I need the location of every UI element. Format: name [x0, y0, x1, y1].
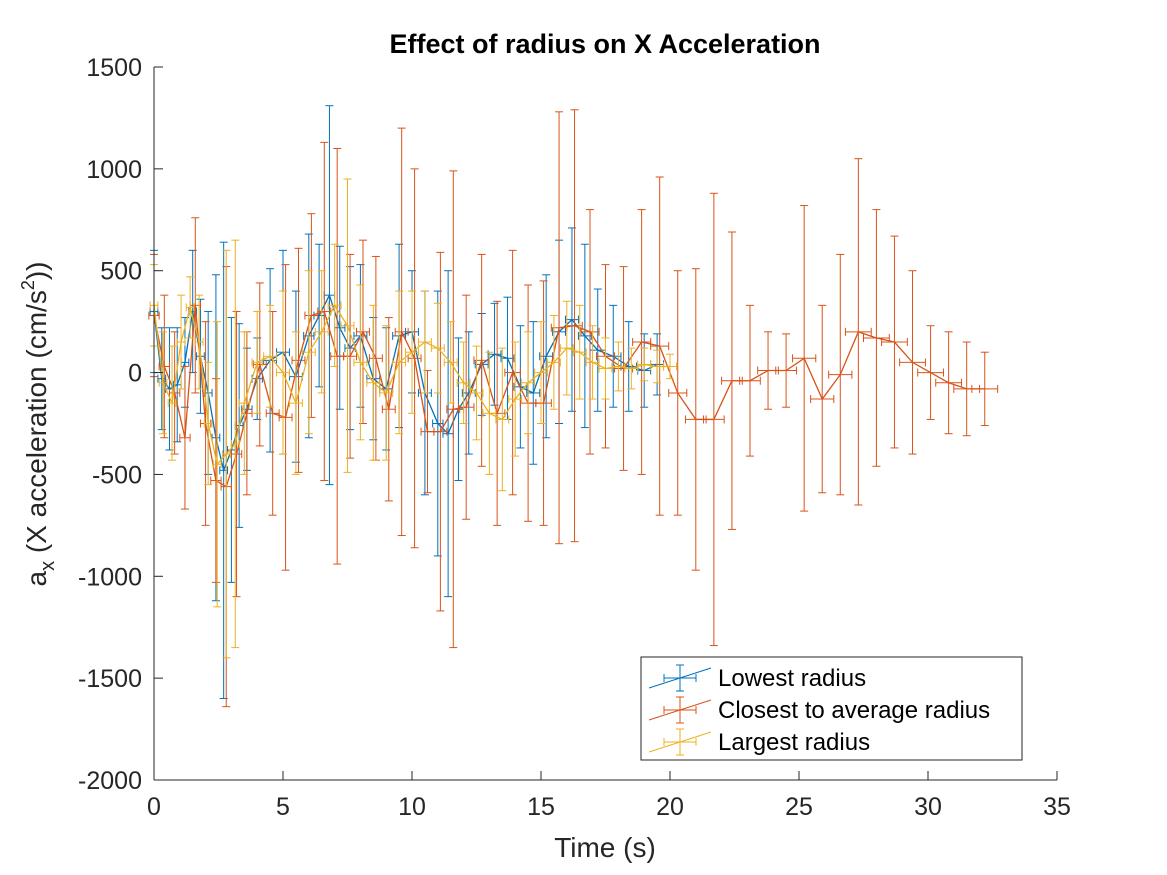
axes-layer: 0 5 10 15 20 25 30 35 -2000 -1500 -1000 -500 0 500 10… — [78, 54, 1071, 821]
legend-items: Lowest radius Closest to average radius La… — [648, 664, 990, 756]
x-tick-label: 30 — [914, 793, 942, 821]
x-tick-label: 0 — [147, 793, 161, 821]
y-tick-label: -500 — [92, 461, 142, 489]
series-line — [153, 293, 658, 473]
x-tick-label: 25 — [785, 793, 813, 821]
y-axis-label-main: a — [21, 571, 52, 587]
y-tick-label: -2000 — [78, 767, 142, 795]
series-line — [153, 305, 985, 488]
legend-item — [648, 664, 712, 692]
y-tick-label: 1000 — [86, 156, 142, 184]
legend-label: Lowest radius — [718, 665, 866, 692]
y-axis-label-rest: (X acceleration (cm/s — [21, 290, 52, 561]
chart-title: Effect of radius on X Acceleration — [389, 29, 820, 59]
legend-item — [648, 696, 712, 724]
y-axis-label-end: )) — [21, 262, 52, 281]
series-3 — [149, 178, 677, 659]
plot-area — [148, 105, 999, 708]
y-tick-label: 500 — [100, 258, 142, 286]
y-ticks: -2000 -1500 -1000 -500 0 500 1000 1500 — [78, 54, 163, 795]
y-axis-label: ax (X acceleration (cm/s2)) — [18, 262, 59, 587]
y-axis-label-sub: x — [37, 561, 59, 571]
series-layer — [148, 105, 999, 708]
series-line — [153, 304, 670, 466]
legend: Lowest radius Closest to average radius La… — [640, 656, 1023, 761]
y-tick-label: -1500 — [78, 665, 142, 693]
legend-box — [640, 656, 1023, 761]
x-ticks: 0 5 10 15 20 25 30 35 — [147, 771, 1071, 821]
x-tick-label: 10 — [398, 793, 426, 821]
legend-item — [648, 728, 712, 756]
x-tick-label: 20 — [656, 793, 684, 821]
legend-label: Largest radius — [718, 729, 870, 756]
y-tick-label: 0 — [128, 360, 142, 388]
x-tick-label: 5 — [276, 793, 290, 821]
y-tick-label: 1500 — [86, 54, 142, 82]
y-tick-label: -1000 — [78, 563, 142, 591]
x-tick-label: 35 — [1043, 793, 1071, 821]
x-axis-label: Time (s) — [554, 832, 656, 863]
x-tick-label: 15 — [527, 793, 555, 821]
y-axis-label-sup: 2 — [18, 280, 38, 290]
legend-label: Closest to average radius — [718, 697, 990, 724]
